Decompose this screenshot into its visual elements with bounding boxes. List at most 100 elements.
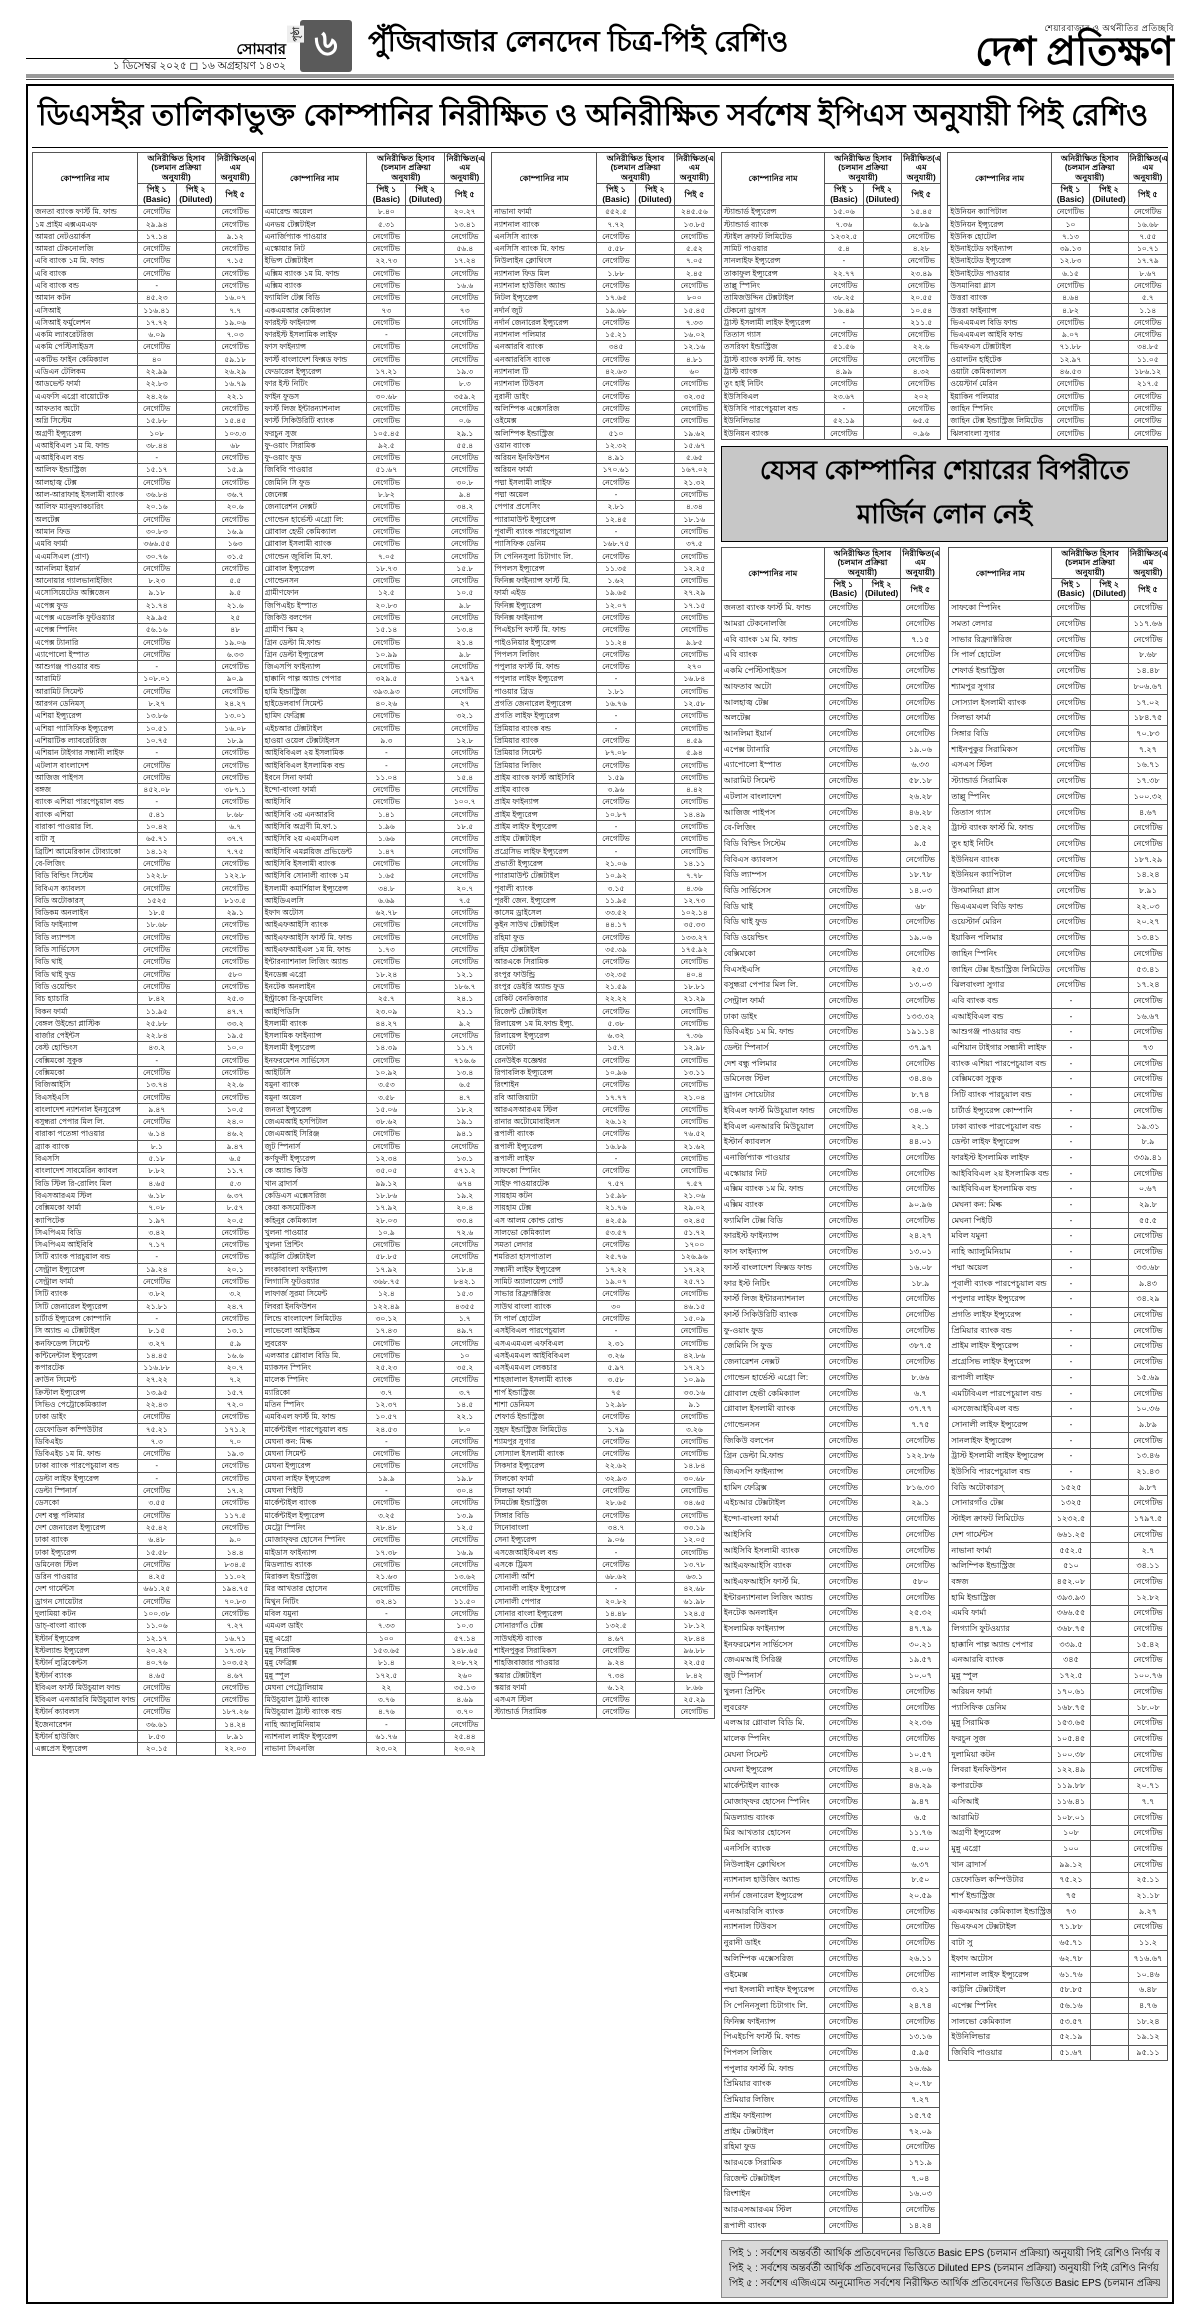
pe1-value: ২৫.৮৮ [136, 1016, 177, 1031]
company-name: পূবালী ব্যাংক [491, 881, 597, 895]
pe2-value [634, 500, 676, 514]
pe2-value [175, 746, 216, 760]
table-row: জিকিউ বলপেন নেগেটিভ নেগেটিভ [261, 610, 486, 625]
company-name: জেনেক্স [261, 487, 368, 502]
pe2-value [861, 2185, 902, 2203]
pe5-value: ৯.৪ [444, 487, 486, 502]
pe5-value: ৭.৫ [444, 893, 486, 908]
table-row: পূবালী ব্যাংক ৩.১৫ ৪.৩৬ [491, 881, 715, 895]
table-row: ইয়াকিন পলিমার নেগেটিভ ১৩.৪১ [948, 929, 1169, 947]
pe1-value: নেগেটিভ [595, 229, 637, 244]
pe1-value: ২১.৭৬ [595, 1201, 637, 1215]
table-row: মিউচুয়াল ট্রাস্ট ব্যাংক ৩.৭৬ ৪.৬৯ [261, 1693, 486, 1707]
pe2-value [634, 918, 676, 932]
company-name: সানলাইফ ইন্স্যুরেন্স [948, 1432, 1053, 1449]
pe1-value: - [1051, 1196, 1091, 1214]
table-row: ন্যাশনাল হাউজিং অ্যান্ড নেগেটিভ ৮.৫০ [720, 1871, 941, 1889]
company-name: প্রাইম ব্যাংক ফার্স্ট আইসিবি [491, 770, 597, 785]
pe2-value [175, 500, 216, 514]
company-name: ইনটেক অনলাইন [261, 979, 368, 994]
table-row: ডেল্টা স্পিনার্স নেগেটিভ ৩৭.৯৭ [720, 1039, 941, 1057]
pe5-value: নেগেটিভ [674, 1016, 715, 1031]
pe5-value: ২৬.২৯ [214, 364, 256, 379]
company-name: কাট্টলি টেক্সটাইল [261, 1250, 368, 1264]
pe2-value [861, 2217, 902, 2234]
table-row: সেন্ট্রাল ফার্মা নেগেটিভ নেগেটিভ [32, 1274, 256, 1289]
table-row: আমরা নেটওয়ার্কস ১৭.১৪ ৯.১২ [32, 229, 256, 244]
company-name: আমান ফিড [32, 524, 138, 539]
table-row: শাহজিবাজার পাওয়ার ৯.২৪ ২২.৫৫ [491, 1656, 715, 1670]
company-name: এলআর গ্লোবাল বিডি মি. [720, 1714, 825, 1732]
pe1-value: নেগেটিভ [595, 660, 637, 674]
pe2-value [1089, 599, 1129, 617]
company-name: গোল্ডেন জুবিলি মি.ফা. [261, 549, 368, 563]
pe1-value: নেগেটিভ [1050, 401, 1091, 416]
pe1-value: ৩.৭৬ [366, 1693, 407, 1707]
pe1-value: নেগেটিভ [595, 610, 637, 625]
logo-name: দেশ প্রতিক্ষণ [975, 29, 1174, 74]
table-row: এপেক্স ফুড ২১.৭৪ ২১.৬ [32, 598, 256, 612]
pe2-value [175, 364, 216, 379]
table-row: সাভার রিফ্র্যাক্টরিজ নেগেটিভ নেগেটিভ [948, 631, 1169, 648]
table-row: এসইএমএল আইবিবিএল ৩.২৬ ৪২.৮৬ [491, 1348, 715, 1363]
pe5-value: ১৩.৪ [444, 623, 486, 637]
col-header-pe2: পিই ২ (Diluted) [634, 183, 676, 207]
pe1-value: ৫২.১৯ [1051, 2028, 1091, 2046]
pe2-value [634, 229, 676, 244]
table-row: সায়হাম টেক্স ২১.৭৬ ২৯.০২ [491, 1201, 715, 1215]
pe5-value: ৭০.৮৩ [1127, 725, 1169, 743]
table-row: এটলাস বাংলাদেশ নেগেটিভ ২৬.২৮ [720, 788, 941, 805]
pe1-value: নেগেটিভ [823, 1275, 864, 1292]
pe1-value: ১.৭৩ [366, 942, 407, 957]
table-row: এশিয়া ইন্স্যুরেন্স ১৩.৮৬ ১৩.০১ [32, 709, 256, 723]
company-name: ইউনিয়ন ব্যাংক [948, 851, 1053, 868]
pe5-value: নেগেটিভ [444, 1459, 486, 1473]
pe1-value: ৫১০ [1051, 1557, 1091, 1575]
pe1-value: ১৬.৭৬ [595, 696, 637, 711]
pe1-value: নেগেটিভ [823, 694, 864, 711]
pe1-value: ৯.১৮ [136, 586, 177, 600]
company-name: আমরা টেকনোলজি [720, 615, 825, 633]
pe5-value: নেগেটিভ [1127, 1761, 1169, 1779]
pe2-value [1089, 2044, 1129, 2062]
pe1-value: ৩৮.২৫ [824, 291, 864, 305]
table-row: বিডি অটোকারস্ ১৫২৫ ৯.৮৭ [948, 1479, 1169, 1496]
pe1-value: নেগেটিভ [595, 1705, 637, 1719]
table-row: ওয়ান ব্যাংক ১২.৩২ ১৫.৬৭ [491, 438, 715, 453]
table-row: ইস্টার্ন ক্যাবলস নেগেটিভ ১৮৭.২৬ [32, 1705, 256, 1719]
pe5-value: ১০.৫ [214, 1102, 256, 1117]
pe5-value: ৫৮০ [214, 967, 256, 981]
pe1-value: ৩৪৫ [595, 340, 637, 354]
pe2-value [1089, 315, 1129, 330]
pe1-value: ৫.৪১ [136, 807, 177, 821]
pe1-value: - [1051, 1180, 1091, 1198]
table-row: ইস্টার্ন ব্যাংক ৪.৬৫ ৪.৬৭ [32, 1668, 256, 1682]
pe1-value: নেগেটিভ [366, 610, 407, 625]
table-row: এশিয়ান টাইগার সন্ধানী লাইফ -৭৩ [948, 1039, 1169, 1057]
pe1-value: - [366, 1483, 407, 1498]
pe2-value [1089, 1966, 1129, 1983]
table-row: প্রাইম টেক্সটাইল নেগেটিভ ৭২.০৯ [720, 2123, 941, 2140]
pe2-value [634, 684, 676, 698]
pe5-value: নেগেটিভ [444, 906, 486, 920]
pe1-value: নেগেটিভ [823, 2044, 864, 2062]
company-name: জাহিন স্পিনিং [948, 945, 1053, 963]
company-name: কনফিডেন্স সিমেন্ট [32, 1336, 138, 1350]
pe1-value: নেগেটিভ [823, 2217, 864, 2234]
pe1-value: নেগেটিভ [136, 1115, 177, 1129]
pe2-value [861, 788, 902, 805]
pe5-value: নেগেটিভ [674, 770, 715, 785]
pe1-value: - [1051, 1102, 1091, 1120]
company-name: বেক্সিমকো [32, 1065, 138, 1080]
table-row: মোজাফ্ফর হোসেন স্পিনিং নেগেটিভ নেগেটিভ [261, 1533, 486, 1547]
pe1-value: ১৯.০৭ [595, 1274, 637, 1289]
pe5-value: ৫.৬৫ [674, 451, 715, 465]
pe2-value [175, 1742, 216, 1756]
table-row: হাইডেলবার্গ সিমেন্ট ৪০.২৬ ২৭ [261, 696, 486, 711]
table-row: অরিয়ন ফার্মা ১৭০.৬১ ১৬৭.০২ [491, 463, 715, 477]
pe1-value: ২২.৭৭ [824, 266, 864, 280]
pe-ratio-table: কোম্পানির নাম অনিরীক্ষিত হিসাব (চলমান প্র… [720, 546, 941, 2234]
table-row: জিকিউ বলপেন নেগেটিভ নেগেটিভ [720, 1432, 941, 1449]
pe2-value [1089, 961, 1129, 978]
pe2-value [1089, 1997, 1129, 2015]
